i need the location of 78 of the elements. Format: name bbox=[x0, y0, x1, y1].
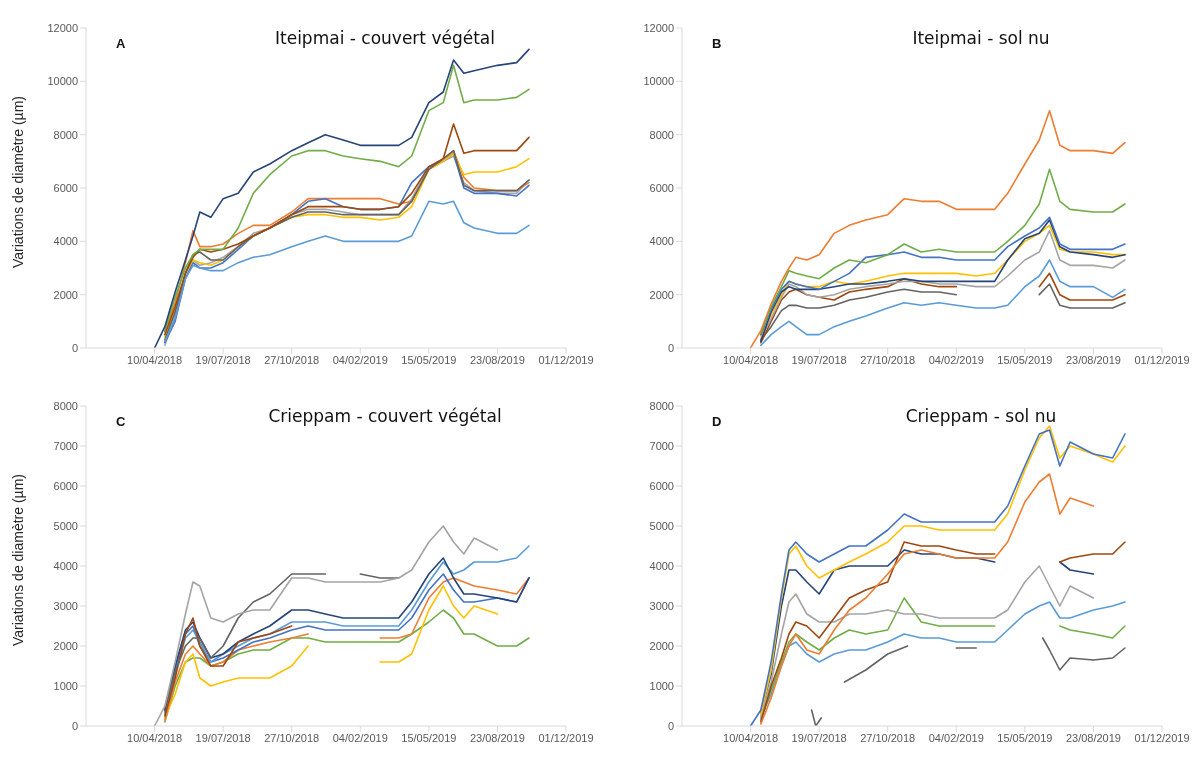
y-tick-label: 6000 bbox=[649, 181, 674, 194]
x-tick-label: 27/10/2018 bbox=[860, 731, 916, 744]
y-tick-label: 3000 bbox=[53, 599, 78, 612]
x-tick-label: 27/10/2018 bbox=[264, 353, 320, 366]
line-series bbox=[760, 259, 1126, 347]
x-tick-label: 01/12/2019 bbox=[1134, 731, 1190, 744]
x-tick-label: 19/07/2018 bbox=[791, 731, 847, 744]
x-tick-label: 04/02/2019 bbox=[332, 731, 388, 744]
x-tick-label: 04/02/2019 bbox=[928, 731, 984, 744]
y-tick-label: 6000 bbox=[53, 479, 78, 492]
y-tick-label: 2000 bbox=[649, 639, 674, 652]
y-tick-label: 10000 bbox=[47, 75, 78, 88]
y-axis-title: Variations de diamètre (µm) bbox=[9, 474, 26, 646]
chart-title: Crieppam - sol nu bbox=[905, 406, 1057, 426]
y-tick-label: 1000 bbox=[649, 679, 674, 692]
x-tick-label: 01/12/2019 bbox=[538, 353, 594, 366]
annotation: D bbox=[712, 414, 722, 429]
y-tick-label: 12000 bbox=[643, 21, 674, 34]
y-tick-label: 5000 bbox=[53, 519, 78, 532]
y-tick-label: 4000 bbox=[53, 559, 78, 572]
y-tick-label: 7000 bbox=[649, 439, 674, 452]
y-tick-label: 7000 bbox=[53, 439, 78, 452]
x-tick-label: 10/04/2018 bbox=[723, 731, 779, 744]
x-tick-label: 27/10/2018 bbox=[264, 731, 320, 744]
y-axis-title: Variations de diamètre (µm) bbox=[9, 96, 26, 268]
y-tick-label: 10000 bbox=[643, 75, 674, 88]
x-tick-label: 10/04/2018 bbox=[127, 353, 183, 366]
x-tick-label: 01/12/2019 bbox=[538, 731, 594, 744]
x-tick-label: 19/07/2018 bbox=[195, 353, 251, 366]
y-tick-label: 12000 bbox=[47, 21, 78, 34]
y-tick-label: 2000 bbox=[53, 288, 78, 301]
y-tick-label: 6000 bbox=[649, 479, 674, 492]
x-tick-label: 23/08/2019 bbox=[1065, 731, 1121, 744]
x-tick-label: 01/12/2019 bbox=[1134, 353, 1190, 366]
y-tick-label: 5000 bbox=[649, 519, 674, 532]
y-tick-label: 3000 bbox=[649, 599, 674, 612]
x-tick-label: 23/08/2019 bbox=[469, 731, 525, 744]
x-tick-label: 15/05/2019 bbox=[401, 731, 457, 744]
x-tick-label: 19/07/2018 bbox=[195, 731, 251, 744]
x-tick-label: 10/04/2018 bbox=[723, 353, 779, 366]
y-tick-label: 0 bbox=[667, 719, 674, 732]
y-tick-label: 8000 bbox=[649, 399, 674, 412]
x-tick-label: 15/05/2019 bbox=[997, 353, 1053, 366]
x-tick-label: 10/04/2018 bbox=[127, 731, 183, 744]
y-tick-label: 0 bbox=[71, 719, 78, 732]
x-tick-label: 23/08/2019 bbox=[1065, 353, 1121, 366]
y-tick-label: 4000 bbox=[649, 235, 674, 248]
line-series bbox=[749, 109, 1126, 348]
line-series bbox=[760, 168, 1126, 335]
annotation: A bbox=[116, 36, 126, 51]
annotation: B bbox=[712, 36, 722, 51]
chart-title: Crieppam - couvert végétal bbox=[268, 406, 502, 426]
y-tick-label: 2000 bbox=[649, 288, 674, 301]
x-tick-label: 23/08/2019 bbox=[469, 353, 525, 366]
chart-title: Iteipmai - sol nu bbox=[912, 28, 1050, 48]
chart-title: Iteipmai - couvert végétal bbox=[275, 28, 495, 48]
y-tick-label: 1000 bbox=[53, 679, 78, 692]
x-tick-label: 15/05/2019 bbox=[997, 731, 1053, 744]
x-tick-label: 04/02/2019 bbox=[928, 353, 984, 366]
y-tick-label: 6000 bbox=[53, 181, 78, 194]
y-tick-label: 8000 bbox=[649, 128, 674, 141]
y-tick-label: 0 bbox=[71, 341, 78, 354]
x-tick-label: 15/05/2019 bbox=[401, 353, 457, 366]
x-tick-label: 04/02/2019 bbox=[332, 353, 388, 366]
x-tick-label: 27/10/2018 bbox=[860, 353, 916, 366]
x-tick-label: 19/07/2018 bbox=[791, 353, 847, 366]
line-series bbox=[164, 617, 293, 717]
y-tick-label: 8000 bbox=[53, 399, 78, 412]
line-series bbox=[164, 609, 530, 723]
y-tick-label: 8000 bbox=[53, 128, 78, 141]
line-series bbox=[760, 473, 1095, 725]
line-series bbox=[153, 525, 499, 726]
line-series bbox=[164, 200, 530, 343]
y-tick-label: 0 bbox=[667, 341, 674, 354]
y-tick-label: 2000 bbox=[53, 639, 78, 652]
y-tick-label: 4000 bbox=[649, 559, 674, 572]
annotation: C bbox=[116, 414, 126, 429]
y-tick-label: 4000 bbox=[53, 235, 78, 248]
